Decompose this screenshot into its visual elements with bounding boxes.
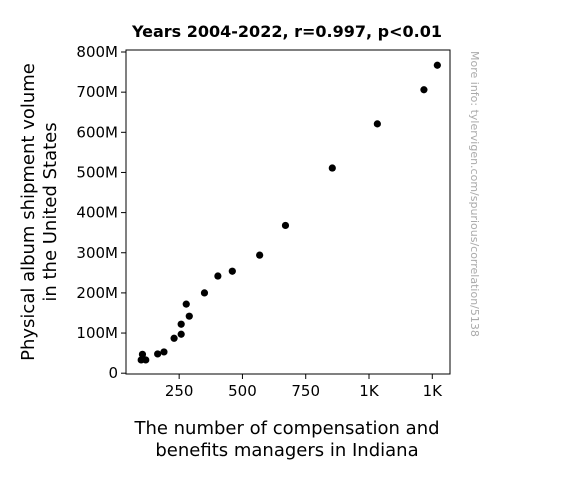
data-point [228, 267, 236, 275]
x-axis-ticks: 250 500 750 1K 1K [165, 374, 443, 400]
x-tick-label: 500 [228, 382, 257, 400]
y-tick-label: 600M [76, 123, 118, 141]
data-point [182, 300, 190, 308]
y-tick-label: 300M [76, 244, 118, 262]
plot-frame [125, 49, 451, 375]
y-tick-label: 800M [76, 43, 118, 61]
data-point [160, 348, 168, 356]
y-tick-label: 0 [108, 364, 118, 382]
data-point [328, 164, 336, 172]
data-point [420, 86, 428, 94]
x-tick-label: 250 [165, 382, 194, 400]
y-tick-label: 100M [76, 324, 118, 342]
source-note: More info: tylervigen.com/spurious/corre… [468, 51, 481, 337]
data-point [138, 350, 147, 358]
y-tick-label: 400M [76, 204, 118, 222]
plot-area [125, 49, 451, 375]
data-points [137, 61, 441, 364]
x-tick-label: 1K [359, 382, 380, 400]
y-axis-label-line-1: Physical album shipment volume [18, 63, 39, 361]
data-point [373, 120, 381, 128]
y-axis-label-line-2: in the United States [40, 122, 61, 301]
x-axis-label-line-1: The number of compensation and [133, 418, 439, 439]
x-tick-label: 1K [423, 382, 444, 400]
data-point [154, 350, 162, 358]
data-point [433, 61, 441, 69]
data-point [142, 356, 150, 364]
data-point [200, 289, 209, 297]
y-tick-label: 500M [76, 163, 118, 181]
data-point [177, 320, 185, 328]
data-point [185, 312, 193, 320]
data-point [256, 251, 264, 259]
chart-title: Years 2004-2022, r=0.997, p<0.01 [131, 22, 442, 41]
data-point [170, 334, 178, 342]
data-point [214, 272, 222, 280]
y-tick-label: 200M [76, 284, 118, 302]
y-tick-label: 700M [76, 83, 118, 101]
y-axis-ticks: 0 100M 200M 300M 400M 500M 600M 700M 800M [76, 43, 126, 382]
data-point [177, 330, 185, 338]
x-axis-label-line-2: benefits managers in Indiana [155, 440, 418, 461]
x-tick-label: 750 [291, 382, 320, 400]
data-point [281, 221, 290, 230]
